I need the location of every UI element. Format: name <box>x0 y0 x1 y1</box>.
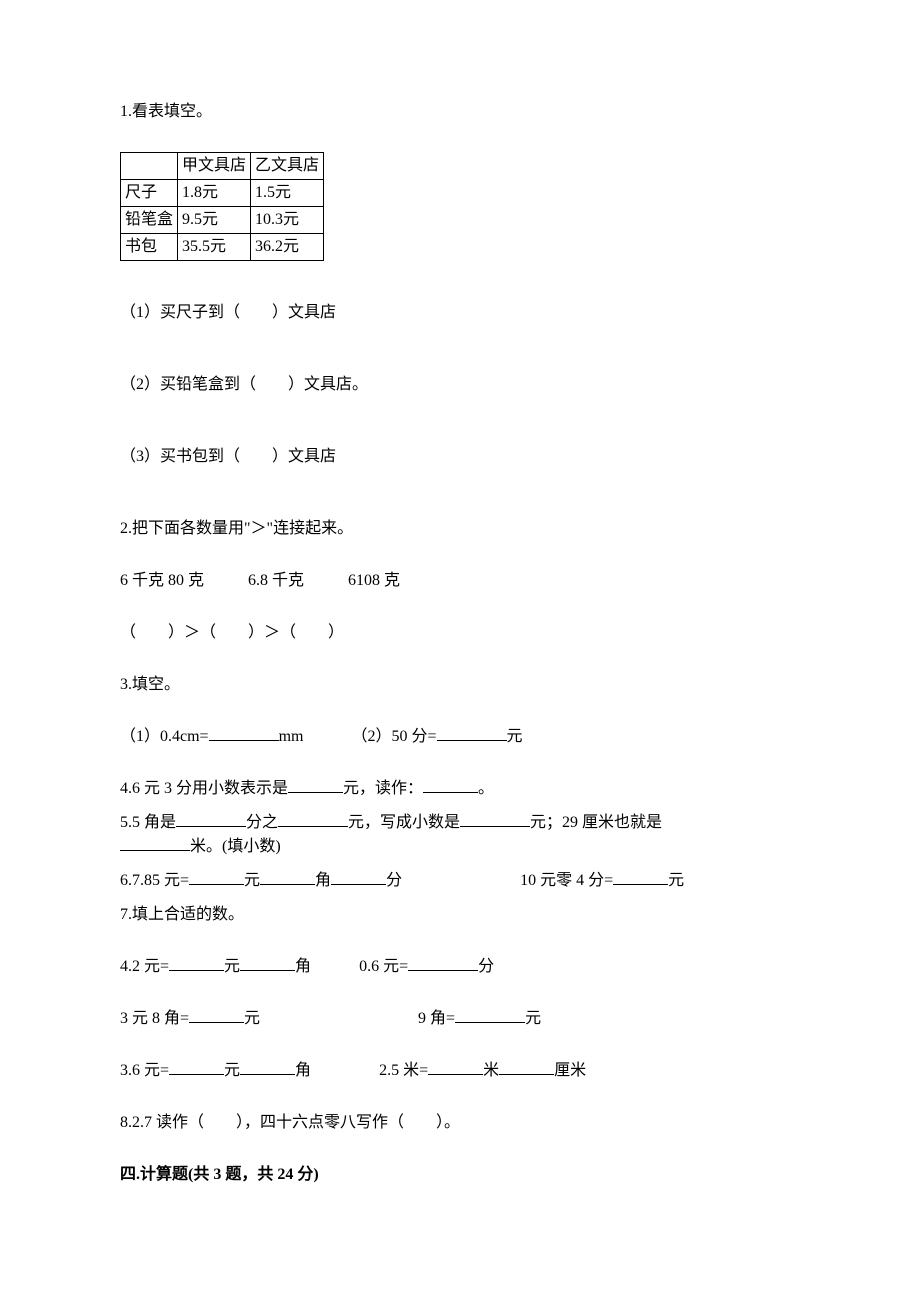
page: 1.看表填空。 甲文具店 乙文具店 尺子 1.8元 1.5元 铅笔盒 9.5元 … <box>0 0 920 1275</box>
cell: 36.2元 <box>251 234 324 261</box>
q3-sub1: （1）0.4cm= mm （2）50 分= 元 <box>120 725 800 749</box>
q5-line: 5.5 角是 分之 元，写成小数是 元；29 厘米也就是 米。(填小数) <box>120 811 800 859</box>
text: mm <box>279 728 304 745</box>
blank <box>169 955 224 971</box>
cell: 书包 <box>121 234 178 261</box>
blank <box>423 777 478 793</box>
blank <box>240 1059 295 1075</box>
cell: 35.5元 <box>178 234 251 261</box>
blank <box>460 811 530 827</box>
q1-sub1: （1）买尺子到（ ）文具店 <box>120 301 800 325</box>
text: 元 <box>668 872 684 889</box>
q7-title: 7.填上合适的数。 <box>120 903 800 927</box>
q3-title: 3.填空。 <box>120 673 800 697</box>
section4-heading: 四.计算题(共 3 题，共 24 分) <box>120 1163 800 1187</box>
blank <box>240 955 295 971</box>
q2-val-c: 6108 克 <box>348 572 400 589</box>
q2-val-a: 6 千克 80 克 <box>120 572 204 589</box>
q8-line: 8.2.7 读作（ ），四十六点零八写作（ ）。 <box>120 1111 800 1135</box>
blank <box>437 725 507 741</box>
text: 元，写成小数是 <box>348 814 460 831</box>
blank <box>209 725 279 741</box>
blank <box>613 869 668 885</box>
blank <box>260 869 315 885</box>
q1-table: 甲文具店 乙文具店 尺子 1.8元 1.5元 铅笔盒 9.5元 10.3元 书包… <box>120 152 324 261</box>
blank <box>169 1059 224 1075</box>
q2-line2: （ ）＞（ ）＞（ ） <box>120 621 800 645</box>
text: 元 <box>244 1010 260 1027</box>
text: 元 <box>224 958 240 975</box>
text: 3 元 8 角= <box>120 1010 189 1027</box>
blank <box>278 811 348 827</box>
text: 分 <box>478 958 494 975</box>
table-row: 书包 35.5元 36.2元 <box>121 234 324 261</box>
q2-val-b: 6.8 千克 <box>248 572 304 589</box>
q1-sub2: （2）买铅笔盒到（ ）文具店。 <box>120 373 800 397</box>
blank <box>176 811 246 827</box>
text: 米 <box>483 1062 499 1079</box>
q7-line1: 4.2 元= 元 角 0.6 元= 分 <box>120 955 800 979</box>
text: 4.6 元 3 分用小数表示是 <box>120 780 288 797</box>
text: 元 <box>244 872 260 889</box>
cell: 甲文具店 <box>178 153 251 180</box>
table-row: 尺子 1.8元 1.5元 <box>121 180 324 207</box>
text: 0.6 元= <box>359 958 408 975</box>
blank <box>428 1059 483 1075</box>
text: （2）50 分= <box>351 728 436 745</box>
blank <box>288 777 343 793</box>
cell: 9.5元 <box>178 207 251 234</box>
text: 分之 <box>246 814 278 831</box>
text: 元，读作： <box>343 780 423 797</box>
q7-line2: 3 元 8 角= 元 9 角= 元 <box>120 1007 800 1031</box>
q2-title: 2.把下面各数量用"＞"连接起来。 <box>120 517 800 541</box>
text: 5.5 角是 <box>120 814 176 831</box>
blank <box>455 1007 525 1023</box>
text: 分 <box>386 872 402 889</box>
q6-line: 6.7.85 元= 元 角 分 10 元零 4 分= 元 <box>120 869 800 893</box>
cell: 10.3元 <box>251 207 324 234</box>
q7-line3: 3.6 元= 元 角 2.5 米= 米 厘米 <box>120 1059 800 1083</box>
text: 2.5 米= <box>379 1062 428 1079</box>
text: 厘米 <box>554 1062 586 1079</box>
text: 角 <box>295 1062 311 1079</box>
blank <box>331 869 386 885</box>
text: 4.2 元= <box>120 958 169 975</box>
cell: 1.8元 <box>178 180 251 207</box>
blank <box>499 1059 554 1075</box>
text: 角 <box>315 872 331 889</box>
text: 6.7.85 元= <box>120 872 189 889</box>
q2-line1: 6 千克 80 克 6.8 千克 6108 克 <box>120 569 800 593</box>
text: 10 元零 4 分= <box>520 872 613 889</box>
text: 角 <box>295 958 311 975</box>
q4-line: 4.6 元 3 分用小数表示是 元，读作： 。 <box>120 777 800 801</box>
cell: 1.5元 <box>251 180 324 207</box>
text: 9 角= <box>418 1010 455 1027</box>
text: 元 <box>224 1062 240 1079</box>
cell: 尺子 <box>121 180 178 207</box>
text: 元 <box>507 728 523 745</box>
blank <box>189 1007 244 1023</box>
text: 。 <box>478 780 494 797</box>
blank <box>408 955 478 971</box>
text: （1）0.4cm= <box>120 728 209 745</box>
q1-title: 1.看表填空。 <box>120 100 800 124</box>
cell: 铅笔盒 <box>121 207 178 234</box>
q1-sub3: （3）买书包到（ ）文具店 <box>120 445 800 469</box>
cell <box>121 153 178 180</box>
text: 元 <box>525 1010 541 1027</box>
blank <box>120 835 190 851</box>
cell: 乙文具店 <box>251 153 324 180</box>
table-row: 铅笔盒 9.5元 10.3元 <box>121 207 324 234</box>
table-row: 甲文具店 乙文具店 <box>121 153 324 180</box>
text: 3.6 元= <box>120 1062 169 1079</box>
text: 元；29 厘米也就是 <box>530 814 662 831</box>
text: 米。(填小数) <box>190 838 281 855</box>
blank <box>189 869 244 885</box>
